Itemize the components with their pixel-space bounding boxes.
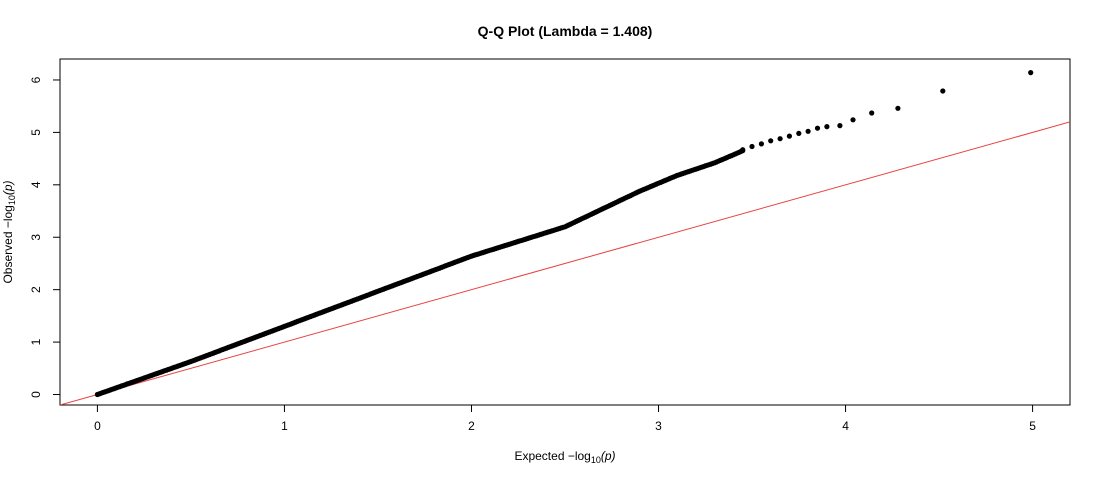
data-points [94, 70, 1034, 398]
x-tick-label: 5 [1029, 419, 1036, 433]
data-point [758, 141, 765, 147]
reference-line [60, 121, 1070, 405]
data-point [786, 133, 793, 139]
data-point [749, 143, 755, 150]
data-point [824, 124, 830, 130]
data-point [814, 125, 821, 131]
y-tick-label: 3 [29, 234, 43, 241]
data-point [837, 123, 843, 129]
data-point [940, 88, 946, 94]
data-point [895, 105, 901, 111]
x-tick-label: 2 [468, 419, 475, 433]
y-tick-label: 2 [29, 286, 43, 293]
y-axis-title: Observed −log10(p) [1, 180, 17, 283]
x-tick-label: 4 [842, 419, 849, 433]
y-tick-label: 1 [29, 338, 43, 345]
y-tick-label: 0 [29, 391, 43, 398]
data-point [850, 117, 856, 123]
data-point [740, 147, 746, 153]
y-tick-label: 6 [29, 76, 43, 83]
x-tick-label: 3 [655, 419, 662, 433]
x-axis-title: Expected −log10(p) [514, 449, 615, 465]
y-axis: 0 1 2 3 4 5 6 [29, 76, 61, 398]
x-axis: 0 1 2 3 4 5 [94, 404, 1036, 433]
data-point [805, 128, 811, 134]
data-point [768, 138, 774, 144]
data-point [777, 136, 783, 142]
x-tick-label: 1 [281, 419, 288, 433]
data-point [869, 110, 875, 116]
data-point [796, 130, 802, 136]
plot-title: Q-Q Plot (Lambda = 1.408) [478, 23, 653, 39]
y-tick-label: 5 [29, 129, 43, 136]
y-tick-label: 4 [29, 181, 43, 188]
data-point [1028, 70, 1034, 76]
x-tick-label: 0 [94, 419, 101, 433]
